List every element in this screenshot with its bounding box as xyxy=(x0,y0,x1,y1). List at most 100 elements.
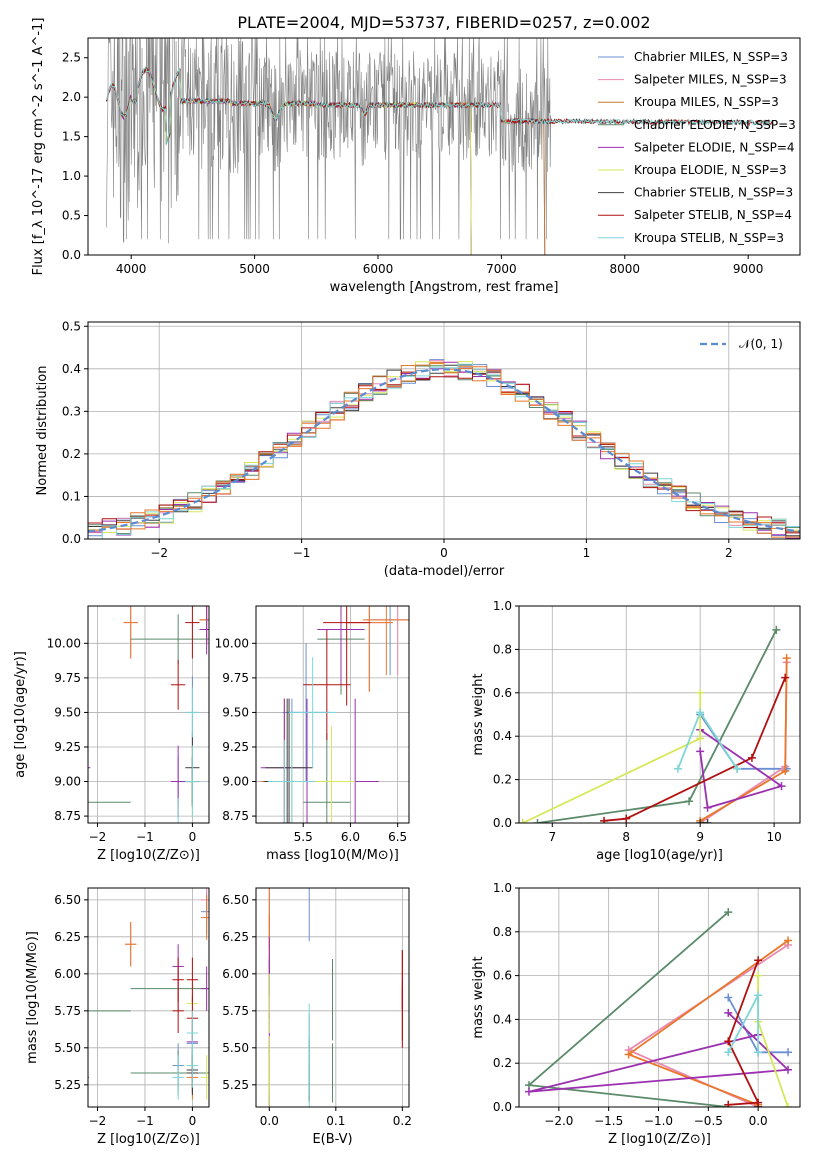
y-tick-label-mass_weight_vs_Z: 0.8 xyxy=(493,925,512,939)
weight-marker-5 xyxy=(696,734,705,743)
weight-marker-6 xyxy=(696,819,705,823)
x-tick-label-mass_weight_vs_Z: −2.0 xyxy=(544,1114,573,1128)
y-tick-label-spectrum: 1.5 xyxy=(62,130,81,144)
y-tick-label-mass_vs_Z: 5.50 xyxy=(54,1041,81,1055)
y-tick-label-age_vs_Z: 10.00 xyxy=(47,636,81,650)
x-axis-label-spectrum: wavelength [Angstrom, rest frame] xyxy=(330,280,559,295)
y-tick-label-age_vs_Z: 9.50 xyxy=(54,705,81,719)
weight-marker-2 xyxy=(781,766,790,775)
y-axis-label-spectrum: Flux [f_λ 10^-17 erg cm^-2 s^-1 A^-1] xyxy=(31,18,46,276)
spectrum-data-line xyxy=(106,38,551,244)
y-tick-label-age_vs_Z: 8.75 xyxy=(54,809,81,823)
y-tick-label-mass_vs_ebv: 5.25 xyxy=(222,1078,249,1092)
weight-line-4 xyxy=(699,728,784,809)
x-tick-label-mass_vs_ebv: 0.1 xyxy=(326,1114,345,1128)
y-tick-label-mass_weight_vs_Z: 0.0 xyxy=(493,1100,512,1114)
legend-entry-8: Kroupa STELIB, N_SSP=3 xyxy=(634,231,784,245)
y-tick-label-mass_weight_vs_Z: 0.4 xyxy=(493,1012,512,1026)
weight-marker-7 xyxy=(754,956,763,965)
x-tick-label-age_vs_Z: 0 xyxy=(189,830,197,844)
x-tick-label-spectrum: 8000 xyxy=(610,262,641,276)
plot-area-mass_vs_ebv xyxy=(268,888,403,1107)
weight-marker-2 xyxy=(782,654,791,663)
plot-area-spectrum xyxy=(106,38,774,255)
weight-marker-7 xyxy=(754,1098,763,1107)
x-tick-label-age_vs_mass: 5.5 xyxy=(294,830,313,844)
y-tick-label-mass_weight_vs_age: 0.0 xyxy=(493,816,512,830)
y-tick-label-mass_vs_ebv: 5.75 xyxy=(222,1004,249,1018)
plot-area-age_vs_mass xyxy=(260,606,409,823)
y-tick-label-mass_weight_vs_age: 0.2 xyxy=(493,773,512,787)
y-tick-label-mass_weight_vs_age: 0.4 xyxy=(493,729,512,743)
y-tick-label-mass_vs_ebv: 5.50 xyxy=(222,1041,249,1055)
weight-marker-4 xyxy=(703,803,712,812)
y-tick-label-age_vs_Z: 9.25 xyxy=(54,740,81,754)
plot-area-mass_vs_Z xyxy=(88,888,209,1100)
y-tick-label-age_vs_Z: 9.00 xyxy=(54,775,81,789)
axes-frame-mass_weight_vs_age xyxy=(518,605,801,824)
spectrum-title: PLATE=2004, MJD=53737, FIBERID=0257, z=0… xyxy=(237,13,650,32)
x-tick-label-mass_vs_Z: −1 xyxy=(136,1114,154,1128)
x-tick-label-spectrum: 9000 xyxy=(733,262,764,276)
y-tick-label-mass_vs_ebv: 6.00 xyxy=(222,967,249,981)
legend-entry-7: Salpeter STELIB, N_SSP=4 xyxy=(634,208,792,222)
x-tick-label-age_vs_Z: −2 xyxy=(89,830,107,844)
weight-marker-8 xyxy=(754,1048,763,1057)
histogram-7 xyxy=(88,371,800,534)
weight-marker-8 xyxy=(754,991,763,1000)
axes-frame-age_vs_mass xyxy=(255,605,410,824)
x-tick-label-spectrum: 5000 xyxy=(239,262,270,276)
y-tick-label-residuals: 0.5 xyxy=(62,319,81,333)
y-tick-label-mass_vs_ebv: 6.50 xyxy=(222,893,249,907)
weight-marker-5 xyxy=(784,1103,793,1107)
legend-entry-4: Salpeter ELODIE, N_SSP=4 xyxy=(634,140,795,154)
legend-entry-gauss: 𝒩(0, 1) xyxy=(739,337,783,351)
plot-area-mass_weight_vs_Z xyxy=(524,908,793,1107)
plot-area-residuals xyxy=(88,359,800,539)
y-tick-label-residuals: 0.3 xyxy=(62,404,81,418)
x-tick-label-spectrum: 7000 xyxy=(486,262,517,276)
weight-marker-0 xyxy=(724,993,733,1002)
weight-marker-6 xyxy=(703,819,712,823)
x-tick-label-mass_weight_vs_age: 10 xyxy=(766,830,781,844)
x-tick-label-spectrum: 6000 xyxy=(363,262,394,276)
y-tick-label-mass_vs_ebv: 6.25 xyxy=(222,930,249,944)
x-tick-label-residuals: 0 xyxy=(440,546,448,560)
y-tick-label-age_vs_mass: 9.25 xyxy=(222,740,249,754)
x-axis-label-age_vs_mass: mass [log10(M/M⊙)] xyxy=(266,848,399,863)
x-tick-label-age_vs_mass: 6.5 xyxy=(388,830,407,844)
x-tick-label-mass_weight_vs_age: 8 xyxy=(622,830,630,844)
x-axis-label-mass_weight_vs_Z: Z [log10(Z/Z⊙)] xyxy=(608,1132,711,1147)
y-tick-label-age_vs_mass: 9.75 xyxy=(222,671,249,685)
x-tick-label-mass_vs_Z: −2 xyxy=(89,1114,107,1128)
legend-entry-3: Chabrier ELODIE, N_SSP=3 xyxy=(634,118,796,132)
weight-marker-8 xyxy=(733,764,742,773)
weight-marker-2 xyxy=(784,936,793,945)
legend-entry-0: Chabrier MILES, N_SSP=3 xyxy=(634,50,788,64)
axes-frame-mass_weight_vs_Z xyxy=(518,887,801,1108)
axes-frame-mass_vs_ebv xyxy=(255,887,410,1108)
x-tick-label-residuals: −1 xyxy=(293,546,311,560)
x-tick-label-mass_weight_vs_Z: −1.0 xyxy=(644,1114,673,1128)
x-tick-label-mass_vs_ebv: 0.0 xyxy=(260,1114,279,1128)
legend-entry-5: Kroupa ELODIE, N_SSP=3 xyxy=(634,163,787,177)
weight-marker-4 xyxy=(696,747,705,756)
y-tick-label-mass_weight_vs_Z: 1.0 xyxy=(493,881,512,895)
y-tick-label-mass_weight_vs_age: 0.6 xyxy=(493,686,512,700)
x-tick-label-mass_weight_vs_Z: −1.5 xyxy=(594,1114,623,1128)
weight-marker-3 xyxy=(724,908,733,917)
x-axis-label-mass_weight_vs_age: age [log10(age/yr)] xyxy=(596,848,723,863)
x-tick-label-mass_weight_vs_age: 9 xyxy=(696,830,704,844)
weight-marker-7 xyxy=(600,816,609,823)
weight-marker-7 xyxy=(747,753,756,762)
weight-marker-7 xyxy=(724,1037,733,1046)
y-tick-label-residuals: 0.1 xyxy=(62,489,81,503)
axes-frame-age_vs_Z xyxy=(87,605,210,824)
y-axis-label-mass_weight_vs_Z: mass weight xyxy=(471,956,486,1038)
x-axis-label-mass_vs_ebv: E(B-V) xyxy=(312,1132,352,1147)
x-tick-label-residuals: 2 xyxy=(725,546,733,560)
y-tick-label-age_vs_mass: 10.00 xyxy=(215,636,249,650)
y-tick-label-mass_weight_vs_Z: 0.2 xyxy=(493,1056,512,1070)
y-tick-label-mass_vs_Z: 6.00 xyxy=(54,967,81,981)
